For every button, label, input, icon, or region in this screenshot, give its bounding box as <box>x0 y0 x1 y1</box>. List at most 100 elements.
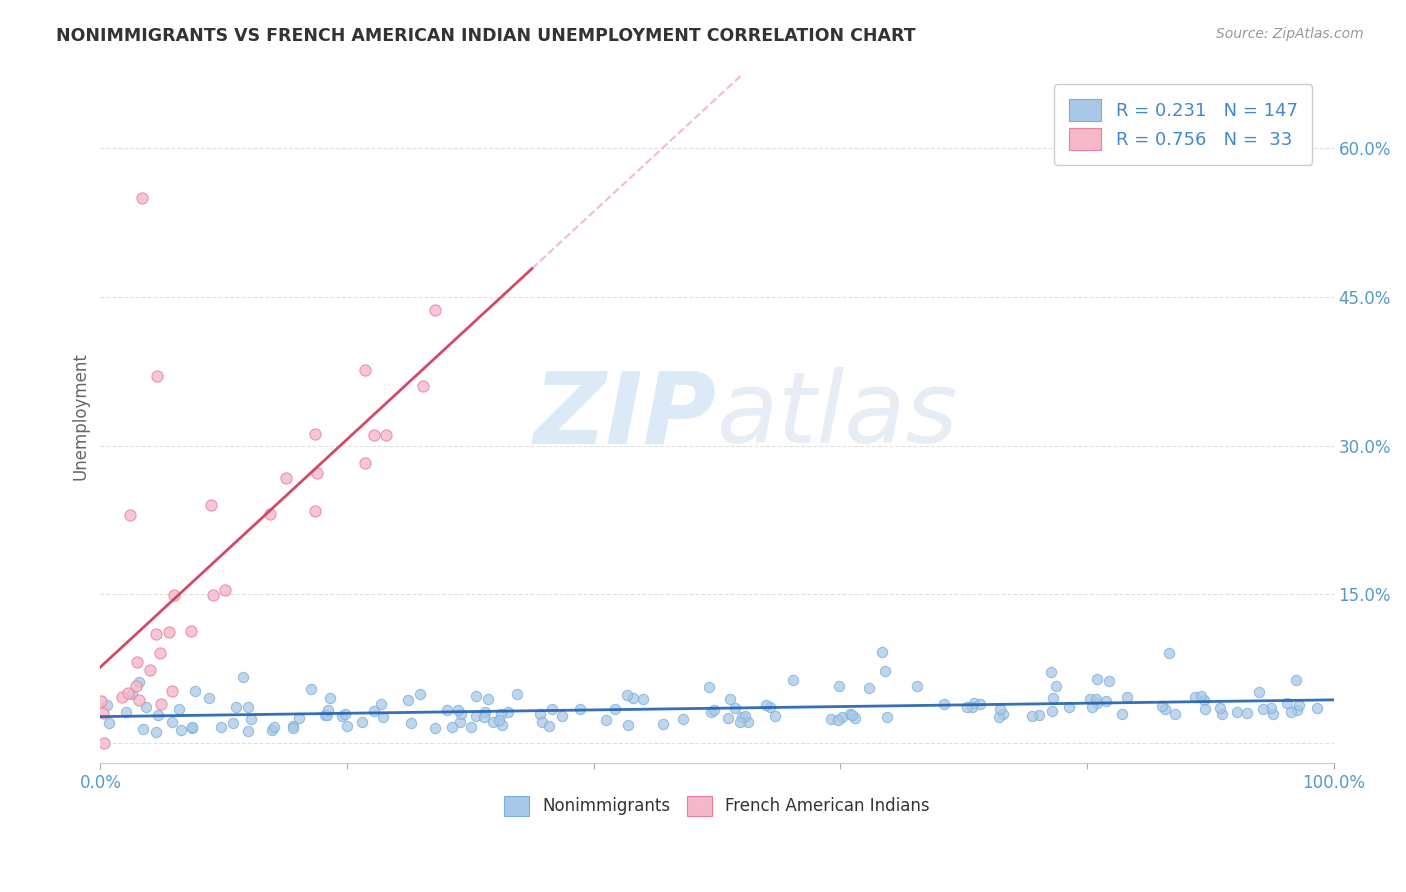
Point <box>1189 689 1212 703</box>
Point <box>315 707 337 722</box>
Point <box>541 702 564 716</box>
Point <box>139 663 162 677</box>
Point <box>1247 685 1270 699</box>
Point <box>531 715 554 730</box>
Point <box>491 718 513 732</box>
Point <box>672 712 695 726</box>
Point <box>616 717 638 731</box>
Point <box>1164 706 1187 721</box>
Point <box>472 710 495 724</box>
Point <box>145 725 167 739</box>
Point <box>319 691 342 706</box>
Point <box>162 684 184 698</box>
Point <box>399 716 422 731</box>
Point <box>1111 707 1133 722</box>
Point <box>464 709 486 723</box>
Point <box>150 697 173 711</box>
Point <box>117 686 139 700</box>
Point <box>353 363 375 377</box>
Point <box>450 707 472 722</box>
Point <box>465 689 488 703</box>
Point <box>1153 702 1175 716</box>
Point <box>734 709 756 723</box>
Point <box>131 190 153 204</box>
Point <box>91 706 114 720</box>
Point <box>1208 701 1230 715</box>
Point <box>934 697 956 711</box>
Point <box>605 702 627 716</box>
Point <box>1085 672 1108 686</box>
Point <box>263 720 285 734</box>
Point <box>962 696 984 710</box>
Text: ZIP: ZIP <box>534 368 717 465</box>
Point <box>128 675 150 690</box>
Point <box>222 715 245 730</box>
Point <box>408 687 430 701</box>
Point <box>703 703 725 717</box>
Point <box>169 723 191 737</box>
Point <box>281 719 304 733</box>
Text: atlas: atlas <box>717 368 959 465</box>
Point <box>651 717 673 731</box>
Point <box>537 718 560 732</box>
Point <box>128 693 150 707</box>
Point <box>876 710 898 724</box>
Point <box>1288 698 1310 712</box>
Point <box>118 508 141 522</box>
Point <box>1028 708 1050 723</box>
Point <box>132 722 155 736</box>
Point <box>425 303 447 318</box>
Point <box>214 582 236 597</box>
Point <box>1098 673 1121 688</box>
Point <box>135 699 157 714</box>
Point <box>449 714 471 729</box>
Point <box>988 702 1011 716</box>
Point <box>423 721 446 735</box>
Point <box>1095 694 1118 708</box>
Point <box>474 705 496 719</box>
Point <box>236 723 259 738</box>
Point <box>198 690 221 705</box>
Point <box>1211 706 1233 721</box>
Point <box>181 721 204 735</box>
Point <box>838 706 860 721</box>
Point <box>488 713 510 727</box>
Point <box>731 710 754 724</box>
Point <box>827 713 849 727</box>
Point <box>551 708 574 723</box>
Point <box>1057 700 1080 714</box>
Point <box>1261 706 1284 721</box>
Point <box>209 720 232 734</box>
Point <box>1045 679 1067 693</box>
Point <box>146 369 169 384</box>
Point <box>631 692 654 706</box>
Point <box>1285 673 1308 688</box>
Point <box>281 721 304 735</box>
Point <box>700 706 723 720</box>
Point <box>1226 706 1249 720</box>
Point <box>160 715 183 730</box>
Point <box>114 705 136 719</box>
Point <box>1285 703 1308 717</box>
Point <box>239 712 262 726</box>
Point <box>149 646 172 660</box>
Point <box>498 705 520 719</box>
Point <box>304 427 326 442</box>
Point <box>831 710 853 724</box>
Point <box>371 709 394 723</box>
Point <box>969 697 991 711</box>
Point <box>375 428 398 442</box>
Point <box>1192 693 1215 707</box>
Point <box>1260 701 1282 715</box>
Point <box>723 700 745 714</box>
Point <box>477 691 499 706</box>
Point <box>460 720 482 734</box>
Point <box>1157 646 1180 660</box>
Point <box>1042 690 1064 705</box>
Point <box>1251 701 1274 715</box>
Point <box>180 720 202 734</box>
Point <box>318 703 340 717</box>
Point <box>179 624 201 639</box>
Point <box>728 714 751 729</box>
Y-axis label: Unemployment: Unemployment <box>72 351 89 480</box>
